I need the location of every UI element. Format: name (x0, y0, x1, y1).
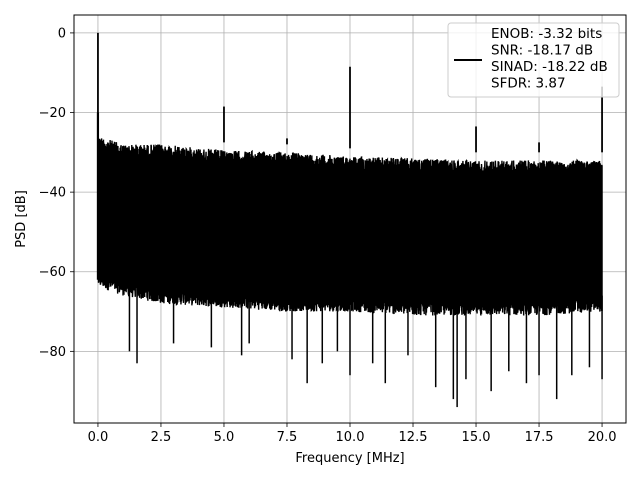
y-tick-label: 0 (58, 26, 66, 41)
x-tick-label: 12.5 (399, 430, 428, 445)
x-tick-label: 20.0 (588, 430, 617, 445)
y-tick-label: −20 (39, 106, 66, 121)
legend-snr: SNR: -18.17 dB (491, 43, 593, 59)
legend-enob: ENOB: -3.32 bits (491, 26, 602, 42)
legend-box (447, 22, 620, 98)
x-tick-label: 7.5 (277, 430, 298, 445)
x-tick-label: 17.5 (525, 430, 554, 445)
plot-area (96, 32, 603, 408)
y-tick-label: −80 (39, 345, 66, 360)
y-tick-label: −60 (39, 265, 66, 280)
legend-sinad: SINAD: -18.22 dB (491, 59, 608, 75)
x-tick-label: 15.0 (462, 430, 491, 445)
x-tick-label: 2.5 (151, 430, 172, 445)
psd-noise-core (98, 152, 603, 296)
y-tick-label: −40 (39, 186, 66, 201)
x-axis-label: Frequency [MHz] (295, 451, 404, 466)
x-tick-label: 10.0 (336, 430, 365, 445)
y-axis-ticks: 0 −20 −40 −60 −80 (39, 26, 74, 360)
x-tick-label: 0.0 (88, 430, 109, 445)
y-axis-label: PSD [dB] (14, 190, 29, 248)
legend: ENOB: -3.32 bits SNR: -18.17 dB SINAD: -… (447, 22, 620, 98)
legend-sfdr: SFDR: 3.87 (491, 76, 566, 92)
x-tick-label: 5.0 (214, 430, 235, 445)
x-axis-ticks: 0.0 2.5 5.0 7.5 10.0 12.5 15.0 17.5 20.0 (88, 423, 617, 445)
